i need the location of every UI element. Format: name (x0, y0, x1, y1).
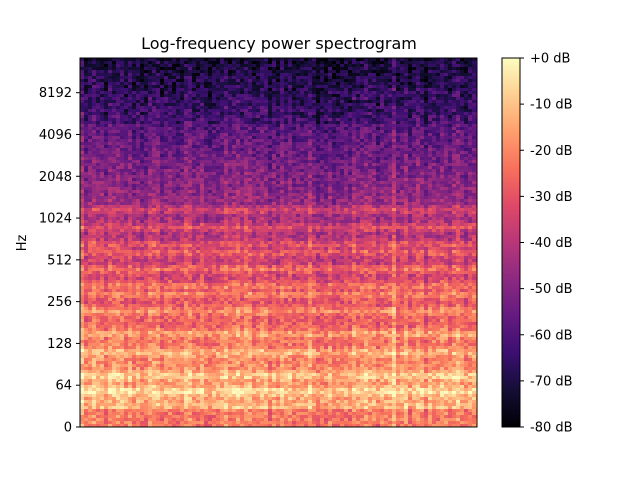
y-tick-label: 8192 (39, 86, 72, 101)
colorbar-axis: +0 dB -10 dB -20 dB -30 dB -40 dB -50 dB -60 d… (520, 52, 573, 436)
y-tick-label: 4096 (39, 128, 72, 143)
colorbar-tick-label: -10 dB (530, 98, 573, 113)
colorbar-tick-label: -60 dB (530, 328, 573, 343)
spectrogram-heatmap (80, 58, 477, 427)
chart-title: Log-frequency power spectrogram (141, 34, 417, 53)
y-tick-label: 64 (55, 379, 72, 394)
y-tick-label: 128 (47, 337, 72, 352)
colorbar (502, 58, 520, 427)
y-tick-label: 1024 (39, 212, 72, 227)
y-tick-label: 0 (64, 421, 72, 436)
y-tick-label: 512 (47, 253, 72, 268)
colorbar-tick-label: -20 dB (530, 144, 573, 159)
colorbar-tick-label: -70 dB (530, 374, 573, 389)
colorbar-tick-label: -80 dB (530, 421, 573, 436)
y-tick-label: 256 (47, 295, 72, 310)
colorbar-tick-label: -40 dB (530, 236, 573, 251)
colorbar-tick-label: -50 dB (530, 282, 573, 297)
y-axis: 0 64 128 256 512 1024 2048 4096 8192 (39, 86, 80, 435)
y-axis-label: Hz (15, 235, 30, 252)
colorbar-tick-label: -30 dB (530, 190, 573, 205)
y-tick-label: 2048 (39, 170, 72, 185)
colorbar-tick-label: +0 dB (530, 52, 570, 67)
